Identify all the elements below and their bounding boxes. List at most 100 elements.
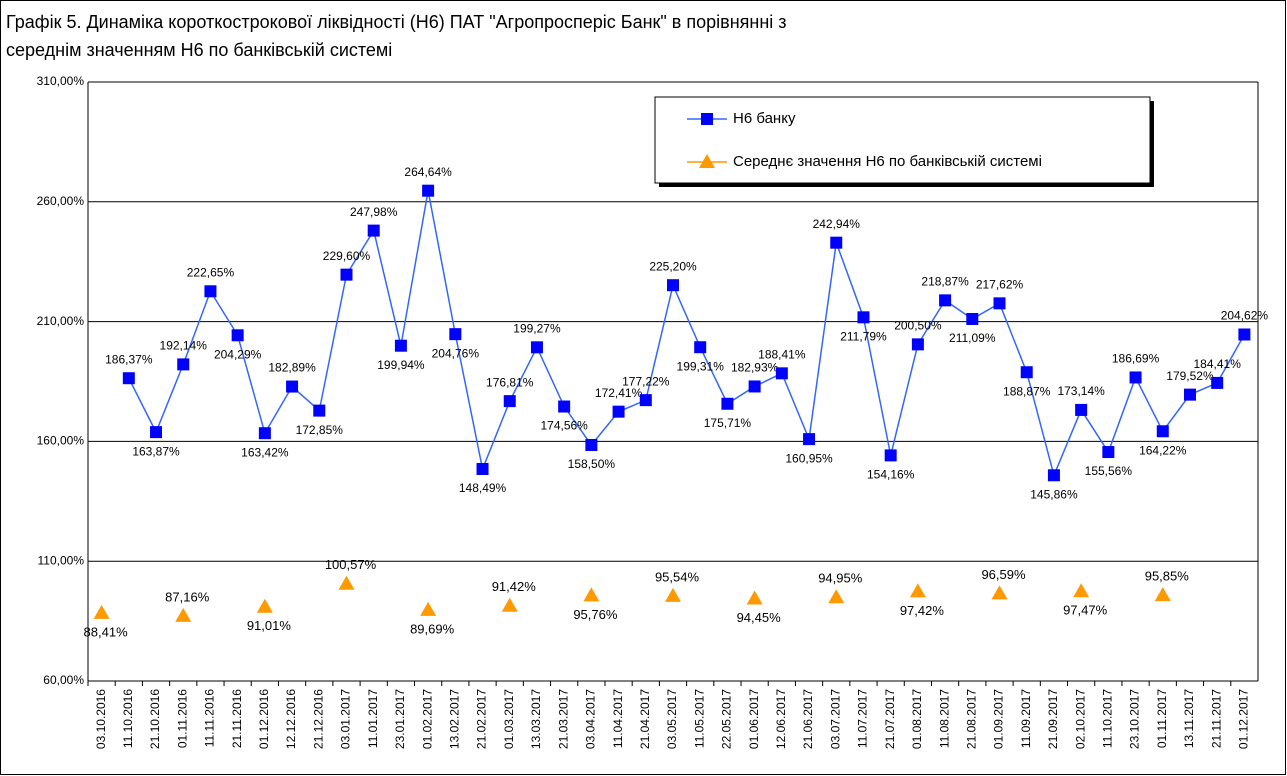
data-point bbox=[93, 604, 110, 619]
data-label: 182,89% bbox=[268, 361, 316, 375]
data-label: 229,60% bbox=[323, 249, 371, 263]
x-tick-label: 23.01.2017 bbox=[393, 689, 407, 749]
legend-marker bbox=[699, 154, 715, 168]
x-tick-label: 01.12.2016 bbox=[257, 689, 271, 749]
x-tick-label: 12.12.2016 bbox=[284, 689, 298, 749]
x-tick-label: 03.10.2016 bbox=[94, 689, 108, 749]
data-point bbox=[1211, 376, 1224, 389]
chart-title: середнім значенням Н6 по банківській сис… bbox=[6, 40, 392, 60]
x-tick-label: 11.04.2017 bbox=[611, 689, 625, 748]
data-label: 164,22% bbox=[1139, 443, 1187, 457]
data-label: 158,50% bbox=[568, 457, 616, 471]
data-label: 163,87% bbox=[132, 444, 180, 458]
data-point bbox=[991, 585, 1008, 600]
x-tick-label: 03.07.2017 bbox=[828, 689, 842, 749]
x-tick-label: 21.07.2017 bbox=[883, 689, 897, 749]
x-tick-label: 22.05.2017 bbox=[720, 689, 734, 749]
y-tick-label: 60,00% bbox=[43, 673, 84, 687]
x-tick-label: 01.12.2017 bbox=[1237, 689, 1251, 749]
x-tick-label: 12.06.2017 bbox=[774, 689, 788, 749]
data-label: 225,20% bbox=[649, 259, 697, 273]
data-point bbox=[177, 358, 190, 371]
data-point bbox=[175, 607, 192, 622]
data-point bbox=[828, 589, 845, 604]
x-tick-label: 01.11.2016 bbox=[175, 689, 189, 748]
data-point bbox=[939, 294, 952, 307]
data-point bbox=[1238, 328, 1251, 341]
data-label: 148,49% bbox=[459, 481, 507, 495]
x-tick-label: 02.10.2017 bbox=[1073, 689, 1087, 749]
data-label: 192,14% bbox=[160, 339, 208, 353]
data-label: 174,56% bbox=[540, 419, 588, 433]
x-tick-label: 21.06.2017 bbox=[801, 689, 815, 749]
data-point bbox=[746, 590, 763, 605]
data-label: 222,65% bbox=[187, 265, 235, 279]
y-tick-label: 310,00% bbox=[37, 74, 85, 88]
data-point bbox=[585, 438, 598, 451]
data-label: 186,69% bbox=[1112, 352, 1160, 366]
data-point bbox=[286, 380, 299, 393]
data-label: 88,41% bbox=[84, 624, 129, 639]
data-point bbox=[503, 395, 516, 408]
legend-label: Середнє значення Н6 по банківській систе… bbox=[733, 153, 1042, 170]
data-point bbox=[258, 427, 271, 440]
data-point bbox=[1102, 446, 1115, 459]
data-point bbox=[830, 236, 843, 249]
x-tick-label: 21.11.2017 bbox=[1209, 689, 1223, 748]
data-point bbox=[857, 311, 870, 324]
data-label: 160,95% bbox=[785, 451, 833, 465]
data-label: 204,76% bbox=[432, 346, 480, 360]
data-label: 100,57% bbox=[325, 557, 377, 572]
data-point bbox=[1156, 425, 1169, 438]
data-label: 184,41% bbox=[1193, 357, 1241, 371]
x-tick-label: 11.01.2017 bbox=[366, 689, 380, 748]
data-label: 217,62% bbox=[976, 278, 1024, 292]
y-tick-label: 260,00% bbox=[37, 194, 85, 208]
data-label: 163,42% bbox=[241, 445, 289, 459]
data-label: 91,42% bbox=[492, 579, 537, 594]
x-tick-label: 11.09.2017 bbox=[1019, 689, 1033, 748]
data-label: 175,71% bbox=[704, 416, 752, 430]
x-tick-label: 11.07.2017 bbox=[856, 689, 870, 748]
x-tick-label: 11.11.2016 bbox=[203, 689, 217, 748]
data-point bbox=[665, 587, 681, 602]
data-label: 200,50% bbox=[894, 319, 942, 333]
legend-label: Н6 банку bbox=[733, 110, 796, 127]
y-tick-label: 160,00% bbox=[37, 434, 85, 448]
data-label: 176,81% bbox=[486, 375, 534, 389]
x-tick-label: 03.04.2017 bbox=[584, 689, 598, 749]
data-label: 155,56% bbox=[1085, 464, 1133, 478]
data-point bbox=[122, 372, 135, 385]
legend bbox=[654, 96, 1151, 184]
data-point bbox=[204, 285, 217, 298]
x-tick-label: 03.05.2017 bbox=[665, 689, 679, 749]
data-label: 199,31% bbox=[677, 359, 725, 373]
data-label: 89,69% bbox=[410, 621, 455, 636]
data-label: 96,59% bbox=[981, 567, 1026, 582]
data-label: 204,62% bbox=[1221, 309, 1269, 323]
data-label: 94,45% bbox=[737, 610, 782, 625]
data-label: 172,85% bbox=[296, 423, 344, 437]
x-tick-label: 13.03.2017 bbox=[529, 689, 543, 749]
data-label: 154,16% bbox=[867, 468, 915, 482]
data-point bbox=[340, 268, 353, 281]
data-label: 188,41% bbox=[758, 348, 806, 362]
x-tick-label: 13.02.2017 bbox=[447, 689, 461, 749]
legend-marker bbox=[701, 113, 713, 125]
data-label: 173,14% bbox=[1057, 384, 1105, 398]
data-point bbox=[313, 404, 326, 417]
data-label: 91,01% bbox=[247, 618, 292, 633]
x-tick-label: 13.11.2017 bbox=[1182, 689, 1196, 748]
data-point bbox=[909, 583, 926, 598]
x-tick-label: 01.09.2017 bbox=[992, 689, 1006, 749]
data-point bbox=[476, 462, 489, 475]
x-tick-label: 21.10.2016 bbox=[148, 689, 162, 749]
x-tick-label: 11.08.2017 bbox=[937, 689, 951, 748]
data-label: 97,47% bbox=[1063, 603, 1108, 618]
x-tick-label: 11.10.2017 bbox=[1101, 689, 1115, 748]
data-point bbox=[530, 341, 543, 354]
data-point bbox=[1020, 366, 1033, 379]
data-label: 199,94% bbox=[377, 358, 425, 372]
data-label: 172,41% bbox=[595, 386, 643, 400]
